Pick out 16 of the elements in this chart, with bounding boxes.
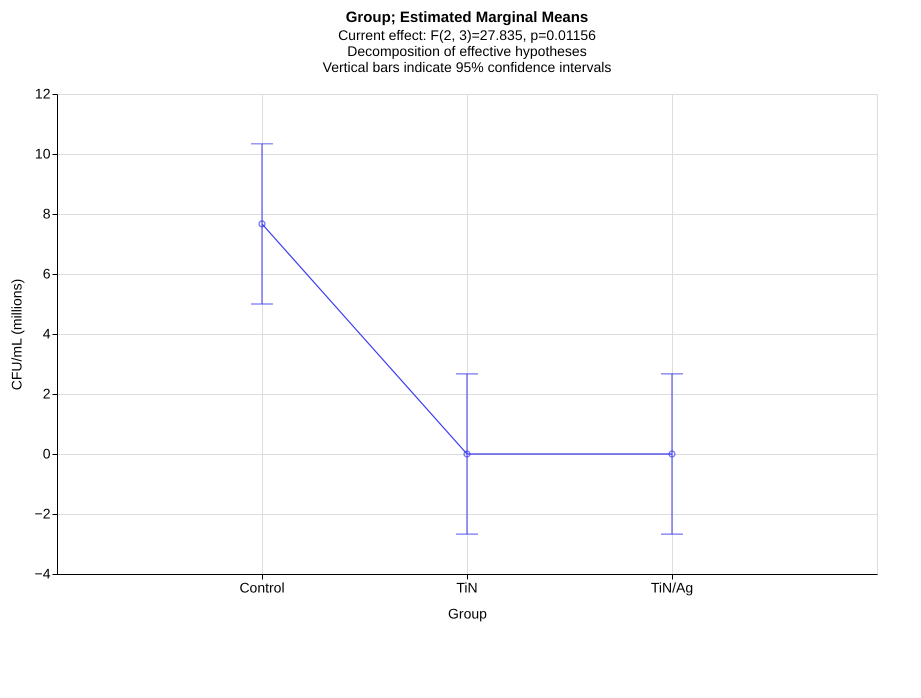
y-tick-label: 12 (34, 86, 51, 102)
y-tick-label: −4 (34, 566, 51, 582)
y-tick-label: 6 (42, 266, 51, 282)
chart-title: Group; Estimated Marginal Means (346, 9, 588, 26)
chart-subtitle: Current effect: F(2, 3)=27.835, p=0.01156 Decomposition of effective hypotheses Vertical bars indicate 95% confidence intervals (322, 27, 612, 75)
y-tick-label: −2 (34, 506, 51, 522)
y-tick-label: 10 (34, 146, 51, 162)
y-axis-title: CFU/mL (millions) (8, 278, 25, 390)
x-tick-label: TiN/Ag (650, 580, 694, 596)
y-tick-label: 0 (42, 446, 51, 462)
y-tick-label: 8 (42, 206, 51, 222)
x-tick-label: Control (239, 580, 285, 596)
x-axis-title: Group (448, 606, 488, 622)
x-tick-label: TiN (456, 580, 478, 596)
y-tick-label: 2 (42, 386, 51, 402)
y-tick-label: 4 (42, 326, 51, 342)
